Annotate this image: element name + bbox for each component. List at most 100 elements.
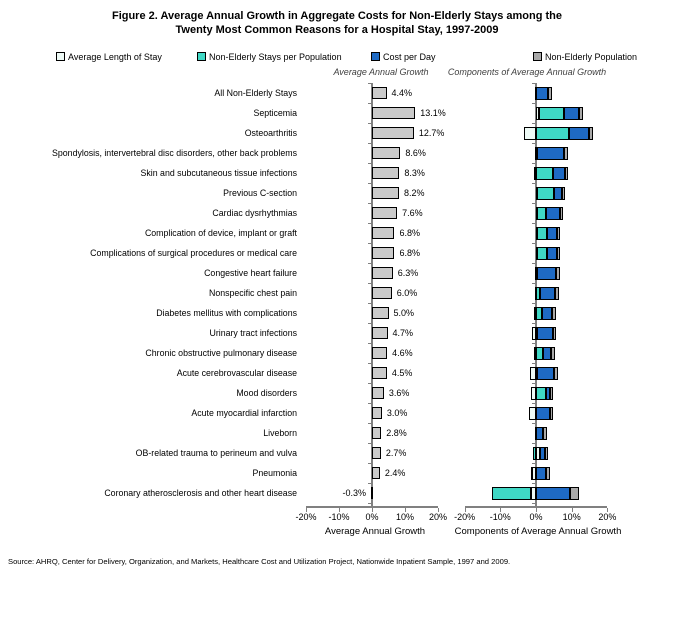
legend-label: Cost per Day <box>383 51 436 62</box>
category-axis-tick <box>368 243 372 244</box>
category-label: Diabetes mellitus with complications <box>156 308 297 318</box>
growth-bar <box>372 327 388 339</box>
growth-bar <box>372 427 382 439</box>
value-axis-tick-label: -10% <box>489 512 511 522</box>
category-axis-tick <box>532 423 536 424</box>
category-label: All Non-Elderly Stays <box>214 88 297 98</box>
category-axis-tick <box>368 483 372 484</box>
component-segment-non-elderly-population <box>545 466 550 480</box>
component-segment-non-elderly-stays-per-population <box>531 466 533 480</box>
category-axis-tick <box>368 343 372 344</box>
component-segment-cost-per-day <box>546 226 557 240</box>
growth-bar <box>372 147 401 159</box>
category-axis-tick <box>532 183 536 184</box>
component-segment-average-length-of-stay <box>536 446 540 460</box>
category-axis-tick <box>532 463 536 464</box>
category-axis-tick <box>532 303 536 304</box>
value-axis-tick <box>500 507 502 512</box>
growth-value-label: 2.7% <box>385 448 407 458</box>
growth-bar <box>372 127 414 139</box>
value-axis-tick <box>405 507 406 512</box>
figure-title: Figure 2. Average Annual Growth in Aggre… <box>0 9 674 37</box>
component-segment-non-elderly-population <box>555 266 560 280</box>
growth-bar <box>372 267 393 279</box>
component-segment-non-elderly-population <box>552 326 557 340</box>
category-axis-tick <box>532 103 536 104</box>
component-segment-non-elderly-population <box>556 226 561 240</box>
component-segment-non-elderly-population <box>561 186 566 200</box>
component-segment-non-elderly-stays-per-population <box>539 106 564 120</box>
category-axis-tick <box>368 303 372 304</box>
component-segment-non-elderly-population <box>569 486 579 500</box>
category-axis-tick <box>532 443 536 444</box>
category-label: OB-related trauma to perineum and vulva <box>135 448 297 458</box>
component-segment-cost-per-day <box>536 406 550 420</box>
component-segment-non-elderly-stays-per-population <box>536 346 544 360</box>
component-segment-cost-per-day <box>547 246 557 260</box>
component-segment-non-elderly-population <box>579 106 583 120</box>
legend-swatch-non-elderly-stays-per-population-icon <box>197 52 206 61</box>
category-axis-tick <box>368 183 372 184</box>
component-segment-cost-per-day <box>542 306 553 320</box>
component-segment-cost-per-day <box>540 286 556 300</box>
growth-bar <box>372 247 395 259</box>
component-segment-non-elderly-population <box>588 126 594 140</box>
value-axis-tick <box>571 507 573 512</box>
category-axis-tick <box>368 203 372 204</box>
category-axis-tick <box>368 503 372 504</box>
component-segment-non-elderly-stays-per-population <box>536 186 554 200</box>
component-segment-non-elderly-stays-per-population <box>536 286 541 300</box>
value-axis-tick <box>536 507 537 512</box>
component-segment-non-elderly-population <box>564 166 569 180</box>
component-segment-cost-per-day <box>536 86 549 100</box>
growth-value-label: 2.4% <box>384 468 406 478</box>
category-label: Septicemia <box>253 108 297 118</box>
category-label: Mood disorders <box>236 388 297 398</box>
component-segment-non-elderly-population <box>556 246 561 260</box>
source-note: Source: AHRQ, Center for Delivery, Organ… <box>8 557 511 566</box>
value-axis-tick-label: 10% <box>562 512 581 522</box>
category-axis-tick <box>532 143 536 144</box>
legend-label: Non-Elderly Stays per Population <box>209 51 342 62</box>
growth-bar <box>372 467 380 479</box>
category-label: Complication of device, implant or graft <box>144 228 297 238</box>
growth-value-label: 3.0% <box>386 408 408 418</box>
value-axis-line <box>306 506 438 508</box>
growth-bar <box>372 447 381 459</box>
component-segment-non-elderly-population <box>544 446 549 460</box>
component-segment-average-length-of-stay <box>533 346 536 360</box>
component-segment-average-length-of-stay <box>529 406 536 420</box>
value-axis-tick-label: 0% <box>365 512 379 522</box>
growth-bar <box>372 87 387 99</box>
component-segment-non-elderly-stays-per-population <box>536 246 548 260</box>
growth-value-label: 6.8% <box>399 228 420 238</box>
growth-bar <box>372 287 392 299</box>
component-segment-average-length-of-stay <box>533 166 536 180</box>
category-axis-tick <box>532 343 536 344</box>
legend-label: Non-Elderly Population <box>545 51 638 62</box>
growth-value-label: 6.0% <box>396 288 418 298</box>
category-axis-tick <box>368 143 372 144</box>
growth-value-label: 2.8% <box>386 428 407 438</box>
figure-title-line1: Figure 2. Average Annual Growth in Aggre… <box>111 10 563 22</box>
category-axis-tick <box>532 363 536 364</box>
component-segment-cost-per-day <box>545 386 550 400</box>
legend-swatch-non-elderly-population-icon <box>533 52 542 61</box>
value-axis-tick <box>464 507 466 512</box>
legend-item-non-elderly-population: Non-Elderly Population <box>533 51 637 62</box>
category-label: Acute myocardial infarction <box>191 408 297 418</box>
figure-title-line2: Twenty Most Common Reasons for a Hospita… <box>175 24 499 36</box>
component-segment-non-elderly-stays-per-population <box>536 126 570 140</box>
category-axis-tick <box>368 263 372 264</box>
category-axis-tick <box>532 263 536 264</box>
value-axis-line <box>464 506 608 508</box>
component-segment-cost-per-day <box>536 326 553 340</box>
legend-item-cost-per-day: Cost per Day <box>371 51 436 62</box>
category-axis-tick <box>532 163 536 164</box>
component-segment-average-length-of-stay <box>536 106 540 120</box>
component-segment-cost-per-day <box>563 106 580 120</box>
component-segment-non-elderly-population <box>554 366 558 380</box>
component-segment-non-elderly-population <box>550 346 555 360</box>
growth-bar <box>372 167 400 179</box>
growth-value-label: 4.7% <box>392 328 414 338</box>
